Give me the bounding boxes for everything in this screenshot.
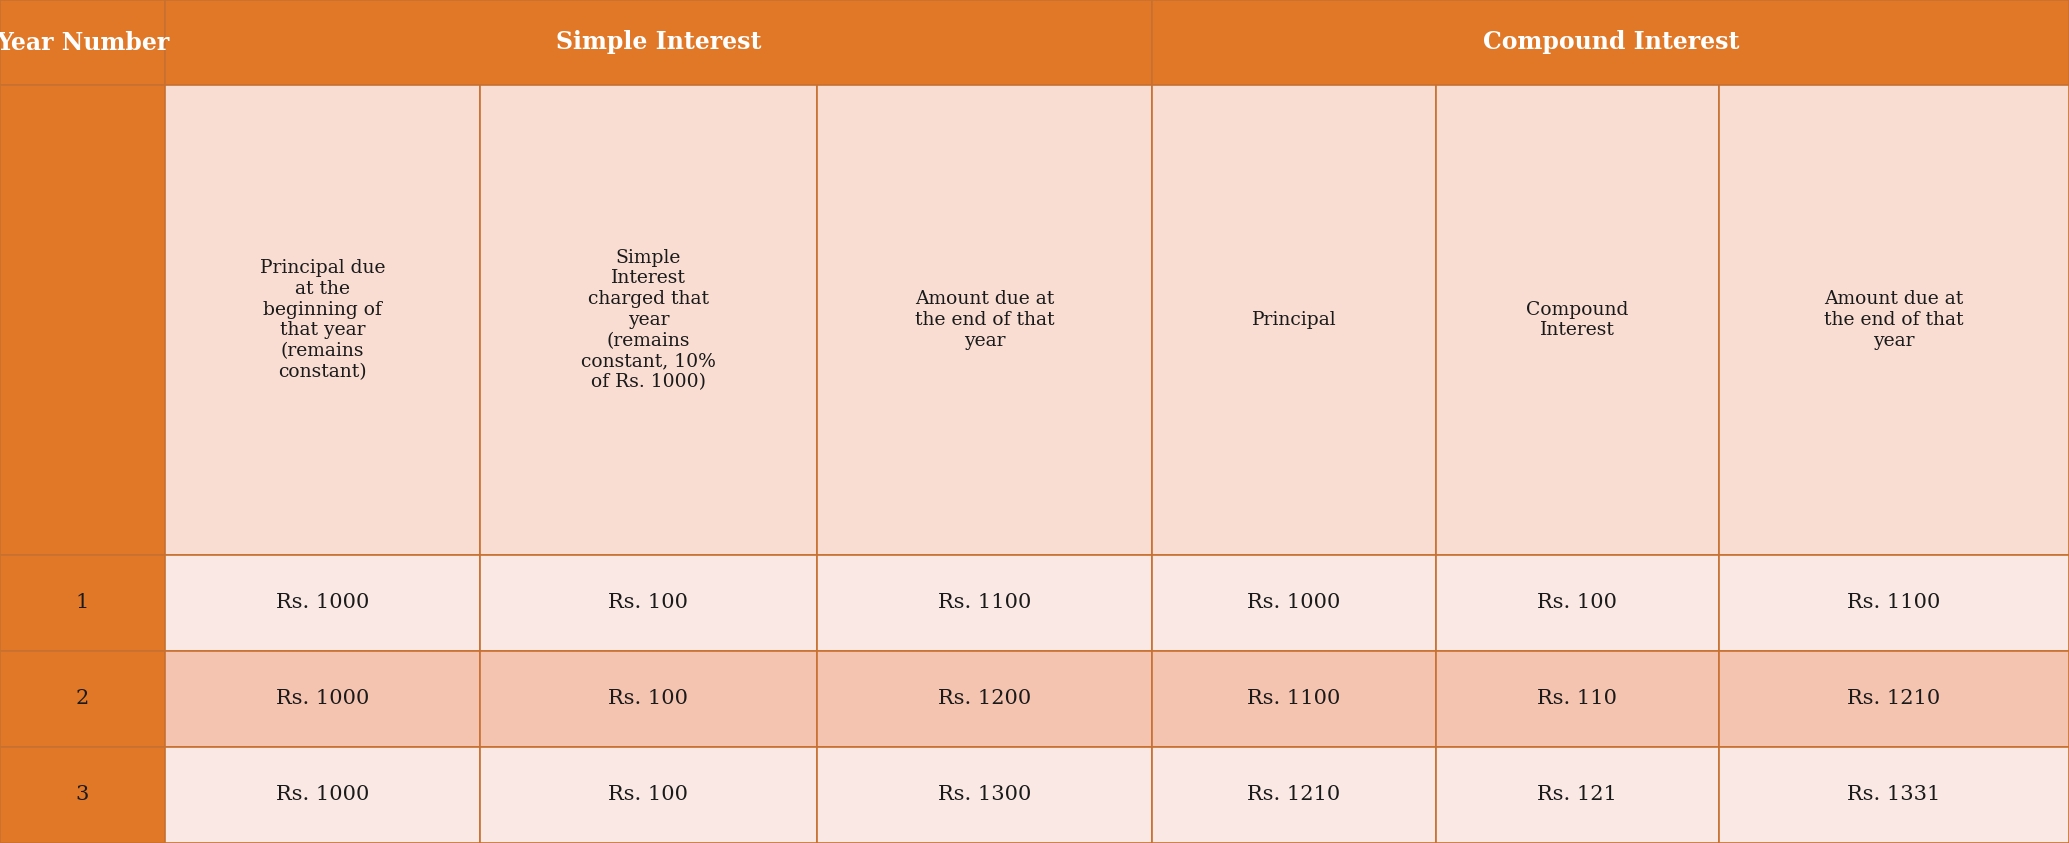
Text: Rs. 1000: Rs. 1000 bbox=[1248, 593, 1341, 613]
FancyBboxPatch shape bbox=[480, 651, 817, 747]
FancyBboxPatch shape bbox=[480, 747, 817, 843]
FancyBboxPatch shape bbox=[1436, 747, 1719, 843]
FancyBboxPatch shape bbox=[1152, 555, 1436, 651]
Text: Rs. 1331: Rs. 1331 bbox=[1848, 786, 1941, 804]
Text: Simple Interest: Simple Interest bbox=[557, 30, 761, 55]
Text: Rs. 1200: Rs. 1200 bbox=[937, 690, 1030, 708]
Text: Rs. 100: Rs. 100 bbox=[608, 593, 689, 613]
FancyBboxPatch shape bbox=[1152, 651, 1436, 747]
FancyBboxPatch shape bbox=[1436, 555, 1719, 651]
FancyBboxPatch shape bbox=[0, 651, 166, 747]
Text: Rs. 121: Rs. 121 bbox=[1537, 786, 1618, 804]
Text: Rs. 110: Rs. 110 bbox=[1537, 690, 1618, 708]
Text: Compound
Interest: Compound Interest bbox=[1527, 301, 1628, 340]
FancyBboxPatch shape bbox=[0, 85, 166, 555]
Text: Rs. 1100: Rs. 1100 bbox=[937, 593, 1030, 613]
Text: Rs. 100: Rs. 100 bbox=[608, 786, 689, 804]
FancyBboxPatch shape bbox=[1719, 651, 2069, 747]
FancyBboxPatch shape bbox=[817, 555, 1152, 651]
FancyBboxPatch shape bbox=[1436, 85, 1719, 555]
Text: 2: 2 bbox=[77, 690, 89, 708]
Text: Principal due
at the
beginning of
that year
(remains
constant): Principal due at the beginning of that y… bbox=[259, 259, 385, 381]
Text: 1: 1 bbox=[77, 593, 89, 613]
Text: Rs. 100: Rs. 100 bbox=[608, 690, 689, 708]
FancyBboxPatch shape bbox=[1152, 0, 2069, 85]
FancyBboxPatch shape bbox=[0, 747, 166, 843]
FancyBboxPatch shape bbox=[166, 0, 1152, 85]
FancyBboxPatch shape bbox=[480, 555, 817, 651]
FancyBboxPatch shape bbox=[166, 85, 480, 555]
FancyBboxPatch shape bbox=[1719, 555, 2069, 651]
Text: Amount due at
the end of that
year: Amount due at the end of that year bbox=[914, 290, 1055, 350]
Text: Compound Interest: Compound Interest bbox=[1483, 30, 1738, 55]
FancyBboxPatch shape bbox=[817, 747, 1152, 843]
FancyBboxPatch shape bbox=[166, 747, 480, 843]
Text: Rs. 1300: Rs. 1300 bbox=[937, 786, 1030, 804]
Text: Principal: Principal bbox=[1252, 311, 1337, 329]
FancyBboxPatch shape bbox=[1152, 747, 1436, 843]
Text: Simple
Interest
charged that
year
(remains
constant, 10%
of Rs. 1000): Simple Interest charged that year (remai… bbox=[581, 249, 716, 391]
Text: Rs. 1000: Rs. 1000 bbox=[275, 690, 368, 708]
Text: Rs. 1100: Rs. 1100 bbox=[1248, 690, 1341, 708]
Text: Rs. 1100: Rs. 1100 bbox=[1848, 593, 1941, 613]
FancyBboxPatch shape bbox=[817, 651, 1152, 747]
FancyBboxPatch shape bbox=[166, 651, 480, 747]
Text: Year Number: Year Number bbox=[0, 30, 170, 55]
FancyBboxPatch shape bbox=[1152, 85, 1436, 555]
FancyBboxPatch shape bbox=[480, 85, 817, 555]
Text: Rs. 100: Rs. 100 bbox=[1537, 593, 1618, 613]
Text: Rs. 1000: Rs. 1000 bbox=[275, 593, 368, 613]
FancyBboxPatch shape bbox=[1719, 747, 2069, 843]
FancyBboxPatch shape bbox=[166, 555, 480, 651]
FancyBboxPatch shape bbox=[0, 0, 166, 85]
Text: Rs. 1000: Rs. 1000 bbox=[275, 786, 368, 804]
FancyBboxPatch shape bbox=[1719, 85, 2069, 555]
Text: Rs. 1210: Rs. 1210 bbox=[1248, 786, 1341, 804]
Text: Amount due at
the end of that
year: Amount due at the end of that year bbox=[1825, 290, 1963, 350]
FancyBboxPatch shape bbox=[0, 555, 166, 651]
FancyBboxPatch shape bbox=[1436, 651, 1719, 747]
Text: Rs. 1210: Rs. 1210 bbox=[1848, 690, 1941, 708]
FancyBboxPatch shape bbox=[817, 85, 1152, 555]
Text: 3: 3 bbox=[77, 786, 89, 804]
